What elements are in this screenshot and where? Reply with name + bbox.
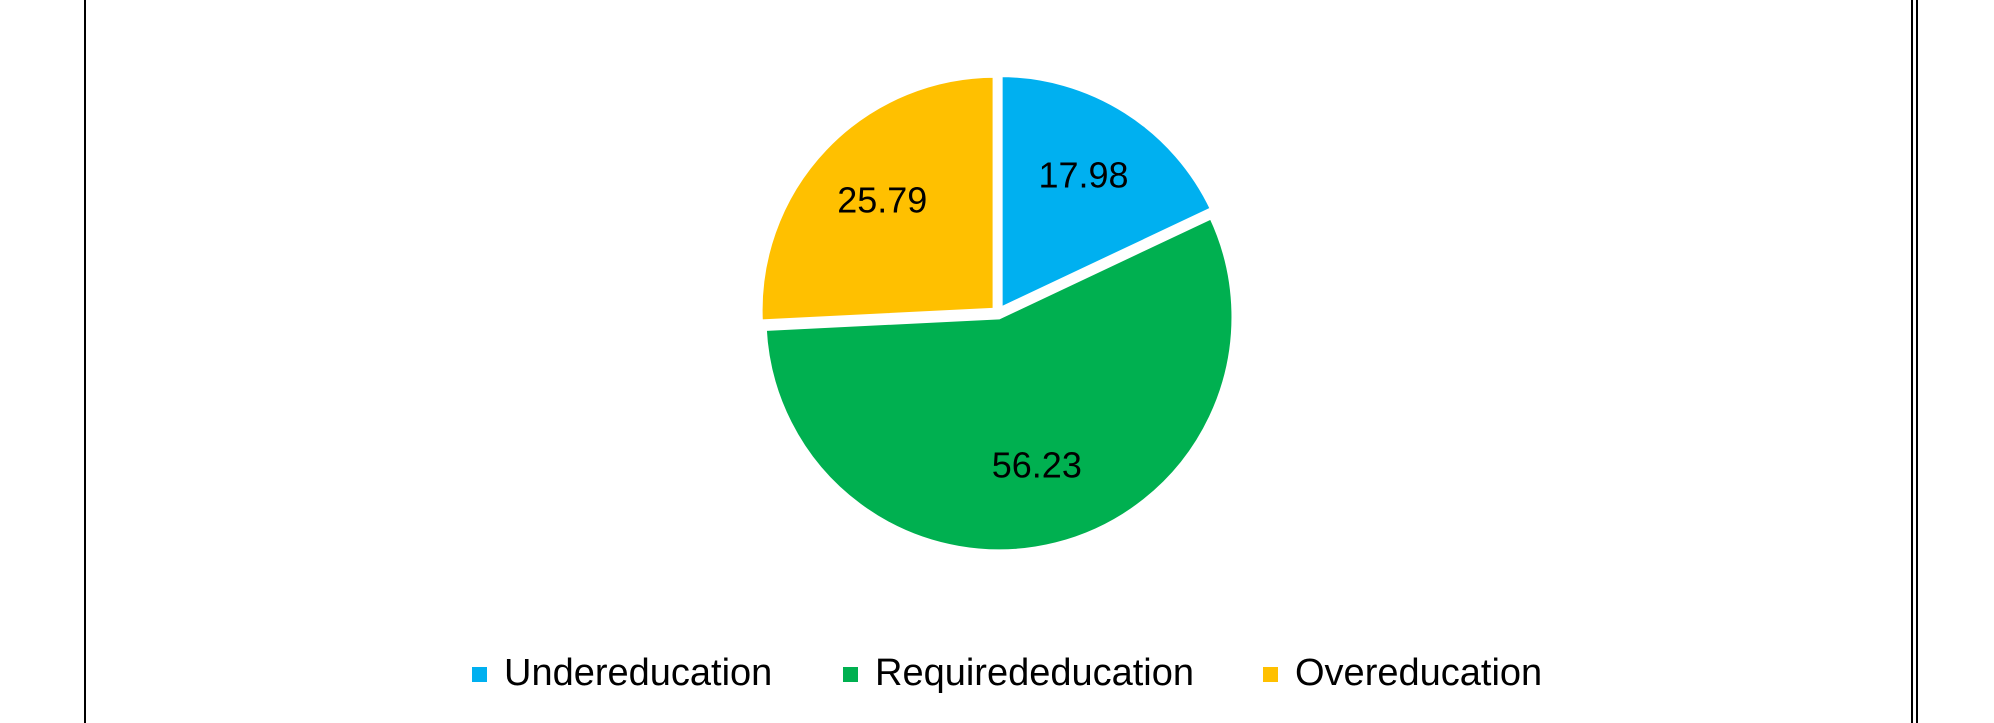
- legend: Undereducation Requirededucation Overeduca…: [472, 652, 1542, 694]
- pie: 17.98 56.23 25.79: [757, 72, 1237, 555]
- legend-label: Undereducation: [504, 652, 772, 694]
- legend-swatch: [1263, 667, 1278, 682]
- legend-label: Overeducation: [1295, 652, 1542, 694]
- data-label: 25.79: [837, 179, 927, 220]
- legend-swatch: [472, 667, 487, 682]
- pie-slice: [761, 213, 1237, 555]
- pie-slice: [997, 72, 1216, 314]
- pie-slice: [757, 72, 998, 325]
- data-label: 17.98: [1038, 155, 1128, 196]
- data-label: 56.23: [992, 445, 1082, 486]
- legend-swatch: [843, 667, 858, 682]
- legend-label: Requirededucation: [875, 652, 1194, 694]
